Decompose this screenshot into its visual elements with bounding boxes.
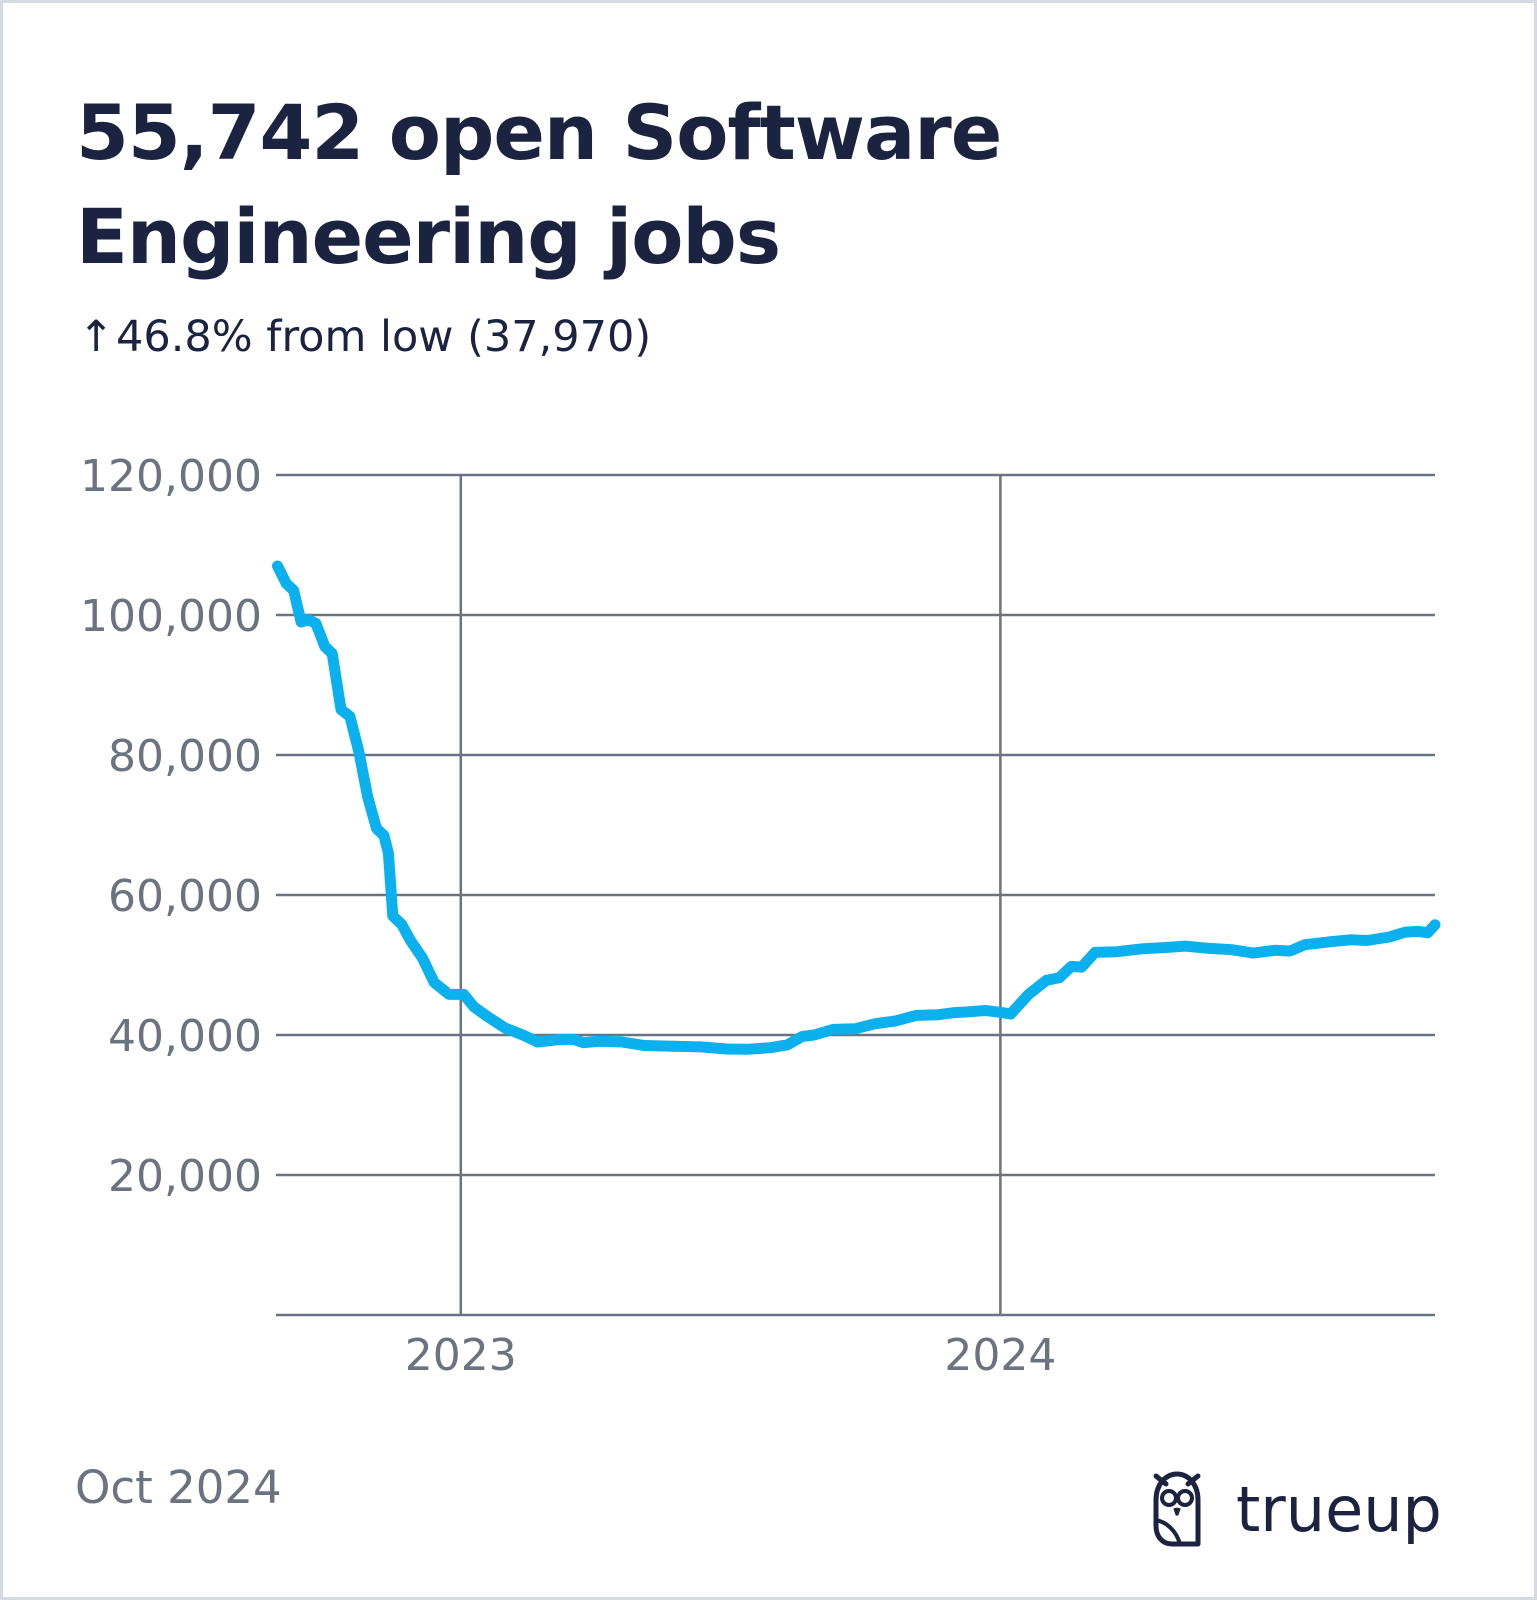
y-tick-label: 100,000 <box>80 591 262 642</box>
subtitle-text: 46.8% from low (37,970) <box>116 312 652 362</box>
chart-subtitle: ↑46.8% from low (37,970) <box>78 309 651 365</box>
series-group <box>272 560 1441 1055</box>
series-line <box>272 560 1441 1055</box>
brand-name: trueup <box>1236 1473 1442 1546</box>
y-tick-label: 40,000 <box>108 1011 262 1062</box>
chart-title: 55,742 open Software Engineering jobs <box>76 88 1002 281</box>
horizontal-gridlines <box>276 473 1435 1317</box>
x-tick-label: 2024 <box>944 1330 1056 1381</box>
y-tick-label: 120,000 <box>80 451 262 502</box>
owl-logo-icon <box>1153 1471 1201 1547</box>
x-tick-label: 2023 <box>405 1330 517 1381</box>
y-axis-tick-labels: 20,000 40,000 60,000 80,000 100,000 120,000 <box>80 451 262 1202</box>
y-tick-label: 20,000 <box>108 1151 262 1202</box>
y-tick-label: 60,000 <box>108 871 262 922</box>
x-axis-tick-labels: 2023 2024 <box>405 1330 1057 1381</box>
vertical-gridlines <box>459 475 1002 1315</box>
y-tick-label: 80,000 <box>108 731 262 782</box>
date-label: Oct 2024 <box>75 1461 282 1514</box>
arrow-up-icon: ↑ <box>78 312 115 362</box>
line-chart: 20,000 40,000 60,000 80,000 100,000 120,000 2… <box>80 451 1441 1381</box>
brand-logo[interactable]: trueup <box>1148 1468 1442 1552</box>
